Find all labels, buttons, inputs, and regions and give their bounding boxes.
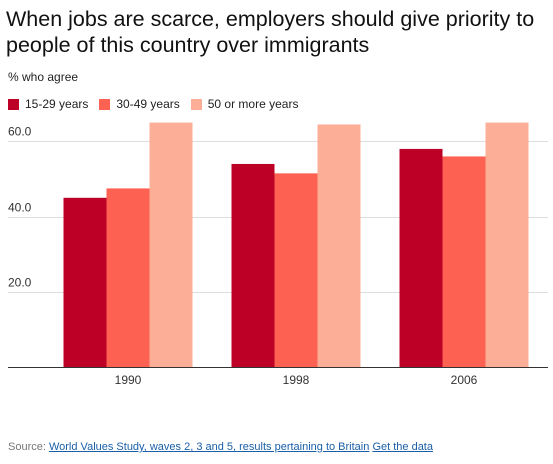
source-line: Source: World Values Study, waves 2, 3 a… <box>8 441 433 453</box>
bar-1990-30-49-years <box>106 188 150 367</box>
x-tick-label-2006: 2006 <box>451 373 478 387</box>
chart-subtitle: % who agree <box>8 70 79 84</box>
bar-2006-30-49-years <box>442 156 486 367</box>
x-tick-label-1990: 1990 <box>115 373 142 387</box>
bar-1990-50-or-more-years <box>149 122 193 367</box>
legend-swatch-30-49 <box>99 98 111 110</box>
y-tick-label-60.0: 60.0 <box>8 125 32 139</box>
source-prefix: Source: <box>8 441 49 453</box>
x-tick-label-1998: 1998 <box>283 373 310 387</box>
bar-1998-50-or-more-years <box>317 124 361 367</box>
bar-1998-30-49-years <box>274 173 318 367</box>
get-data-link[interactable]: Get the data <box>372 441 433 453</box>
legend-label-50-plus: 50 or more years <box>207 97 299 111</box>
y-tick-label-20.0: 20.0 <box>8 276 32 290</box>
legend-swatch-15-29 <box>8 98 19 110</box>
chart-title: When jobs are scarce, employers should g… <box>6 7 535 57</box>
legend-label-15-29: 15-29 years <box>25 97 89 111</box>
legend-label-30-49: 30-49 years <box>116 97 180 111</box>
legend-item-30-49[interactable]: 30-49 years <box>99 97 180 111</box>
bar-1990-15-29-years <box>63 197 107 367</box>
bar-2006-50-or-more-years <box>485 122 529 367</box>
y-tick-label-40.0: 40.0 <box>8 201 32 215</box>
bar-1998-15-29-years <box>231 163 275 367</box>
legend-swatch-50-plus <box>190 98 202 110</box>
legend-item-15-29[interactable]: 15-29 years <box>8 97 88 111</box>
source-link[interactable]: World Values Study, waves 2, 3 and 5, re… <box>48 441 370 453</box>
legend-item-50-plus[interactable]: 50 or more years <box>190 97 299 111</box>
bar-2006-15-29-years <box>399 148 443 367</box>
legend: 15-29 years 30-49 years 50 or more years <box>8 97 309 111</box>
